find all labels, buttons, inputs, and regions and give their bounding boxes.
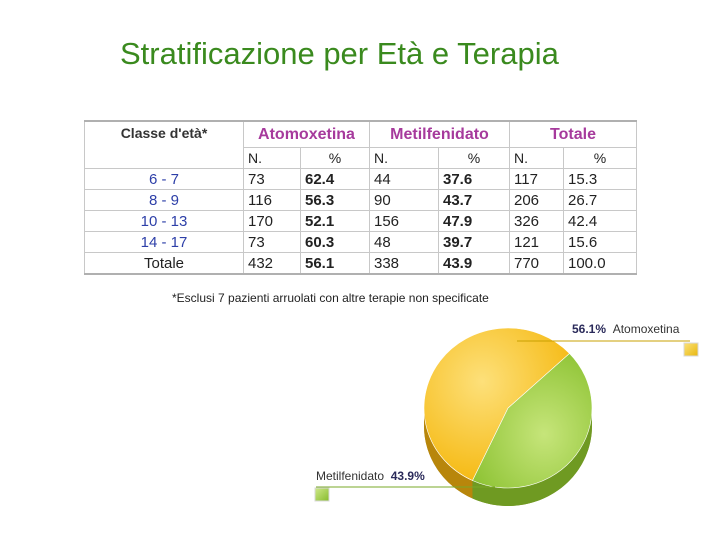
tot-pct-cell: 15.3 [563,168,637,190]
stratification-table: Classe d'età* Atomoxetina Metilfenidato … [84,120,637,275]
mph-pct-cell: 43.7 [438,189,510,211]
table-group-header-row: Classe d'età* Atomoxetina Metilfenidato … [84,120,637,169]
pie-top-face [423,327,593,489]
metilfenidato-slice [472,353,593,489]
atomoxetina-slice [423,327,570,481]
age-class-cell: 14 - 17 [84,231,244,253]
tot-pct-cell: 15.6 [563,231,637,253]
mph-pct-cell: 43.9 [438,252,510,275]
metilfenidato-legend-swatch [314,487,330,502]
table-row: 14 - 17 73 60.3 48 39.7 121 15.6 [84,231,637,253]
atx-pct-cell: 62.4 [300,168,370,190]
age-class-cell: Totale [84,252,244,275]
atomoxetina-slice-label: 56.1% Atomoxetina [572,322,679,336]
slide-title: Stratificazione per Età e Terapia [120,36,559,71]
totale-header: Totale [509,120,637,148]
atomoxetina-name-label: Atomoxetina [612,322,680,336]
atx-pct-cell: 60.3 [300,231,370,253]
mph-pct-cell: 37.6 [438,168,510,190]
atx-pct-cell: 52.1 [300,210,370,232]
atomoxetina-legend-swatch [683,342,699,357]
tot-n-cell: 117 [509,168,564,190]
mph-pct-cell: 39.7 [438,231,510,253]
metilfenidato-slice-side [472,408,592,507]
metilfenidato-slice-label: Metilfenidato 43.9% [316,469,425,483]
footnote: *Esclusi 7 pazienti arruolati con altre … [172,291,489,305]
age-class-cell: 10 - 13 [84,210,244,232]
tot-n-cell: 770 [509,252,564,275]
atomoxetina-pct-label: 56.1% [572,322,607,336]
atx-n-cell: 73 [243,231,301,253]
tot-pct-cell: 42.4 [563,210,637,232]
atomoxetina-header: Atomoxetina [243,120,370,148]
table-row: 6 - 7 73 62.4 44 37.6 117 15.3 [84,168,637,190]
metilfenidato-pct-label: 43.9% [390,469,425,483]
atx-pct-cell: 56.1 [300,252,370,275]
mph-n-cell: 338 [369,252,439,275]
pie-callouts [314,340,699,502]
table-total-row: Totale 432 56.1 338 43.9 770 100.0 [84,252,637,275]
atx-n-cell: 432 [243,252,301,275]
table-row: 10 - 13 170 52.1 156 47.9 326 42.4 [84,210,637,232]
pie-side-depth [424,408,592,507]
tot-pct-cell: 100.0 [563,252,637,275]
sub-header-mph-pct: % [438,147,510,169]
mph-n-cell: 156 [369,210,439,232]
atomoxetina-slice-side [424,408,473,499]
metilfenidato-name-label: Metilfenidato [316,469,385,483]
